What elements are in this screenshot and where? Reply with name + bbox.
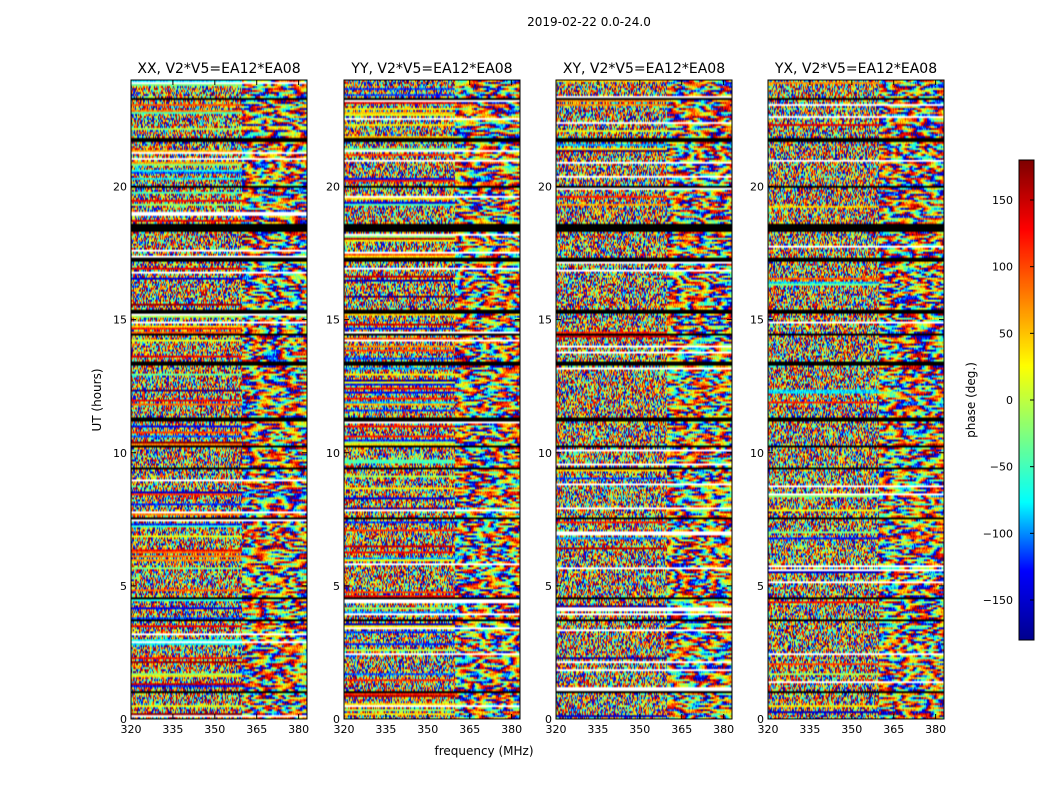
panel-title: XX, V2*V5=EA12*EA08 xyxy=(137,61,300,77)
x-tick-label: 320 xyxy=(121,723,142,736)
x-tick-label: 365 xyxy=(671,723,692,736)
x-tick-label: 335 xyxy=(375,723,396,736)
y-axis-label: UT (hours) xyxy=(90,368,104,431)
y-tick-label: 0 xyxy=(120,713,127,726)
x-tick-label: 365 xyxy=(459,723,480,736)
colorbar-tick-label: 150 xyxy=(992,194,1013,207)
y-tick-label: 10 xyxy=(113,447,127,460)
panel-4: YX, V2*V5=EA12*EA08 320 335 350 365 380 0 5 10 15… xyxy=(750,61,946,736)
panel-title: YX, V2*V5=EA12*EA08 xyxy=(774,61,937,77)
x-tick-label: 320 xyxy=(546,723,567,736)
colorbar-tick-label: −150 xyxy=(983,594,1013,607)
colorbar-label: phase (deg.) xyxy=(964,362,978,438)
phase-heatmap-image xyxy=(556,80,732,719)
y-tick-label: 10 xyxy=(326,447,340,460)
colorbar-tick-label: 100 xyxy=(992,261,1013,274)
colorbar-tick-label: 50 xyxy=(999,327,1013,340)
y-tick-label: 10 xyxy=(538,447,552,460)
phase-heatmap-image xyxy=(344,80,520,719)
panel-1: XX, V2*V5=EA12*EA08 320 335 350 365 380 0 5 10 15… xyxy=(113,61,309,736)
panel-3: XY, V2*V5=EA12*EA08 320 335 350 365 380 0 5 10 15… xyxy=(538,61,734,736)
colorbar-gradient xyxy=(1019,160,1034,640)
x-tick-label: 320 xyxy=(334,723,355,736)
y-tick-label: 0 xyxy=(545,713,552,726)
colorbar-tick-label: −50 xyxy=(990,461,1013,474)
y-tick-label: 5 xyxy=(333,580,340,593)
y-tick-label: 15 xyxy=(326,314,340,327)
y-tick-label: 10 xyxy=(750,447,764,460)
colorbar: 150 100 50 0 −50 −100 −150 xyxy=(983,159,1035,641)
y-tick-label: 0 xyxy=(333,713,340,726)
panels-group: XX, V2*V5=EA12*EA08 320 335 350 365 380 0 5 10 15… xyxy=(113,61,946,736)
x-tick-label: 380 xyxy=(288,723,309,736)
y-tick-label: 15 xyxy=(750,314,764,327)
plot-frame xyxy=(555,79,733,720)
plot-frame xyxy=(767,79,945,720)
x-tick-label: 320 xyxy=(758,723,779,736)
phase-heatmap-image xyxy=(131,80,307,719)
x-tick-label: 380 xyxy=(925,723,946,736)
y-tick-label: 20 xyxy=(113,181,127,194)
y-tick-label: 20 xyxy=(326,181,340,194)
phase-heatmap-image xyxy=(768,80,944,719)
y-tick-label: 20 xyxy=(538,181,552,194)
x-tick-label: 365 xyxy=(883,723,904,736)
x-tick-label: 350 xyxy=(841,723,862,736)
x-tick-label: 380 xyxy=(713,723,734,736)
panel-2: YY, V2*V5=EA12*EA08 320 335 350 365 380 0 5 10 15… xyxy=(326,61,522,736)
y-tick-label: 0 xyxy=(757,713,764,726)
y-tick-label: 15 xyxy=(113,314,127,327)
colorbar-tick-label: −100 xyxy=(983,527,1013,540)
x-axis-label: frequency (MHz) xyxy=(434,744,533,758)
y-tick-label: 20 xyxy=(750,181,764,194)
y-tick-label: 5 xyxy=(120,580,127,593)
y-tick-label: 15 xyxy=(538,314,552,327)
x-tick-label: 350 xyxy=(417,723,438,736)
x-tick-label: 335 xyxy=(799,723,820,736)
x-tick-label: 365 xyxy=(246,723,267,736)
figure-suptitle: 2019-02-22 0.0-24.0 xyxy=(527,15,651,29)
x-tick-label: 335 xyxy=(587,723,608,736)
y-tick-label: 5 xyxy=(545,580,552,593)
x-tick-label: 350 xyxy=(204,723,225,736)
x-tick-label: 380 xyxy=(501,723,522,736)
x-tick-label: 335 xyxy=(162,723,183,736)
panel-title: YY, V2*V5=EA12*EA08 xyxy=(350,61,512,77)
plot-frame xyxy=(343,79,521,720)
y-tick-label: 5 xyxy=(757,580,764,593)
colorbar-tick-label: 0 xyxy=(1006,394,1013,407)
panel-title: XY, V2*V5=EA12*EA08 xyxy=(563,61,725,77)
x-tick-label: 350 xyxy=(629,723,650,736)
plot-frame xyxy=(130,79,308,720)
